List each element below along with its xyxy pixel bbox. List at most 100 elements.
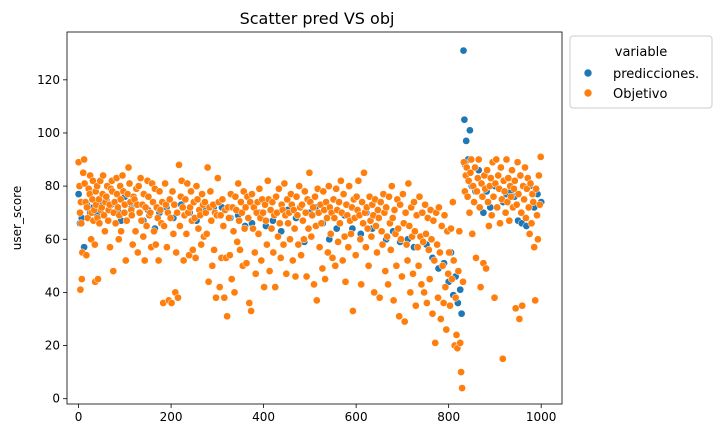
point-objetivo-437 <box>463 192 472 201</box>
point-objetivo-384 <box>414 261 423 270</box>
legend-box <box>569 35 713 109</box>
point-objetivo-436 <box>462 163 471 172</box>
point-objetivo-10 <box>80 179 89 188</box>
point-objetivo-460 <box>485 222 493 230</box>
point-objetivo-125 <box>175 161 183 169</box>
point-objetivo-475 <box>498 354 507 363</box>
point-objetivo-500 <box>522 214 530 222</box>
point-objetivo-235 <box>276 254 285 262</box>
point-objetivo-453 <box>478 192 487 201</box>
point-objetivo-266 <box>305 168 314 177</box>
point-objetivo-488 <box>510 176 519 185</box>
point-objetivo-338 <box>372 222 380 230</box>
point-objetivo-405 <box>434 293 442 302</box>
point-objetivo-504 <box>525 230 534 238</box>
point-objetivo-427 <box>454 267 463 275</box>
point-objetivo-414 <box>442 325 451 334</box>
point-objetivo-431 <box>458 384 466 392</box>
point-objetivo-203 <box>247 307 255 315</box>
point-objetivo-374 <box>405 222 414 230</box>
point-objetivo-272 <box>311 192 319 201</box>
point-objetivo-478 <box>501 208 510 217</box>
point-objetivo-511 <box>532 184 540 193</box>
point-objetivo-424 <box>451 293 460 302</box>
point-objetivo-404 <box>433 240 441 249</box>
point-objetivo-205 <box>249 224 257 233</box>
point-objetivo-381 <box>411 301 420 310</box>
point-objetivo-311 <box>347 230 355 238</box>
point-objetivo-120 <box>170 200 179 209</box>
point-objetivo-449 <box>474 155 483 164</box>
point-objetivo-420 <box>448 275 456 283</box>
point-objetivo-344 <box>377 227 386 236</box>
point-objetivo-352 <box>385 192 393 201</box>
point-objetivo-408 <box>436 315 445 323</box>
point-objetivo-192 <box>237 198 245 206</box>
point-objetivo-351 <box>384 280 392 289</box>
point-objetivo-257 <box>297 251 305 260</box>
point-objetivo-144 <box>192 182 201 190</box>
point-predicciones-70 <box>462 137 471 145</box>
point-objetivo-62 <box>118 171 127 180</box>
point-objetivo-88 <box>140 256 149 265</box>
point-objetivo-305 <box>341 277 350 286</box>
point-objetivo-212 <box>255 184 264 193</box>
point-objetivo-389 <box>419 238 428 246</box>
point-objetivo-396 <box>425 275 434 283</box>
point-predicciones-72 <box>466 126 474 135</box>
point-objetivo-422 <box>449 256 458 265</box>
point-objetivo-92 <box>144 192 153 201</box>
point-objetivo-161 <box>208 261 217 270</box>
point-objetivo-379 <box>410 198 418 206</box>
point-objetivo-281 <box>319 187 328 196</box>
point-objetivo-37 <box>99 171 107 180</box>
legend: variable predicciones. Objetivo <box>569 35 713 109</box>
point-objetivo-411 <box>439 299 448 307</box>
point-objetivo-13 <box>83 203 91 212</box>
point-objetivo-239 <box>280 179 289 188</box>
point-objetivo-329 <box>363 224 372 233</box>
point-objetivo-392 <box>422 230 430 238</box>
point-objetivo-184 <box>229 227 238 236</box>
point-predicciones-68 <box>460 115 469 124</box>
point-objetivo-388 <box>418 208 427 217</box>
point-objetivo-342 <box>375 293 384 302</box>
point-objetivo-70 <box>125 179 134 188</box>
x-tick-label: 1000 <box>526 410 557 424</box>
point-objetivo-349 <box>382 203 391 212</box>
point-objetivo-446 <box>472 254 480 262</box>
point-objetivo-159 <box>206 187 215 196</box>
point-objetivo-230 <box>272 192 280 201</box>
point-objetivo-94 <box>146 208 155 217</box>
point-objetivo-466 <box>490 293 499 302</box>
point-objetivo-245 <box>286 235 294 244</box>
point-objetivo-255 <box>295 182 304 190</box>
point-objetivo-170 <box>216 211 225 220</box>
point-objetivo-208 <box>251 269 260 278</box>
point-objetivo-126 <box>176 222 184 230</box>
point-objetivo-358 <box>390 206 399 214</box>
point-objetivo-265 <box>304 224 313 233</box>
point-objetivo-38 <box>100 211 108 220</box>
point-objetivo-80 <box>133 248 142 257</box>
legend-label-objetivo: Objetivo <box>613 87 667 102</box>
point-objetivo-73 <box>127 211 136 220</box>
point-objetivo-450 <box>475 203 484 212</box>
point-objetivo-319 <box>354 176 363 185</box>
point-objetivo-387 <box>417 280 426 289</box>
point-objetivo-258 <box>298 200 306 209</box>
point-objetivo-393 <box>423 299 431 307</box>
point-objetivo-250 <box>290 224 299 233</box>
point-objetivo-130 <box>179 256 188 265</box>
point-objetivo-303 <box>339 190 348 198</box>
point-objetivo-421 <box>448 198 457 206</box>
point-objetivo-232 <box>274 232 282 241</box>
point-objetivo-467 <box>491 179 500 188</box>
point-objetivo-356 <box>388 214 397 222</box>
point-objetivo-160 <box>207 216 216 225</box>
point-objetivo-439 <box>465 208 474 217</box>
point-objetivo-322 <box>357 280 366 289</box>
point-objetivo-302 <box>338 256 347 265</box>
point-objetivo-445 <box>471 163 479 172</box>
point-objetivo-362 <box>394 224 403 233</box>
